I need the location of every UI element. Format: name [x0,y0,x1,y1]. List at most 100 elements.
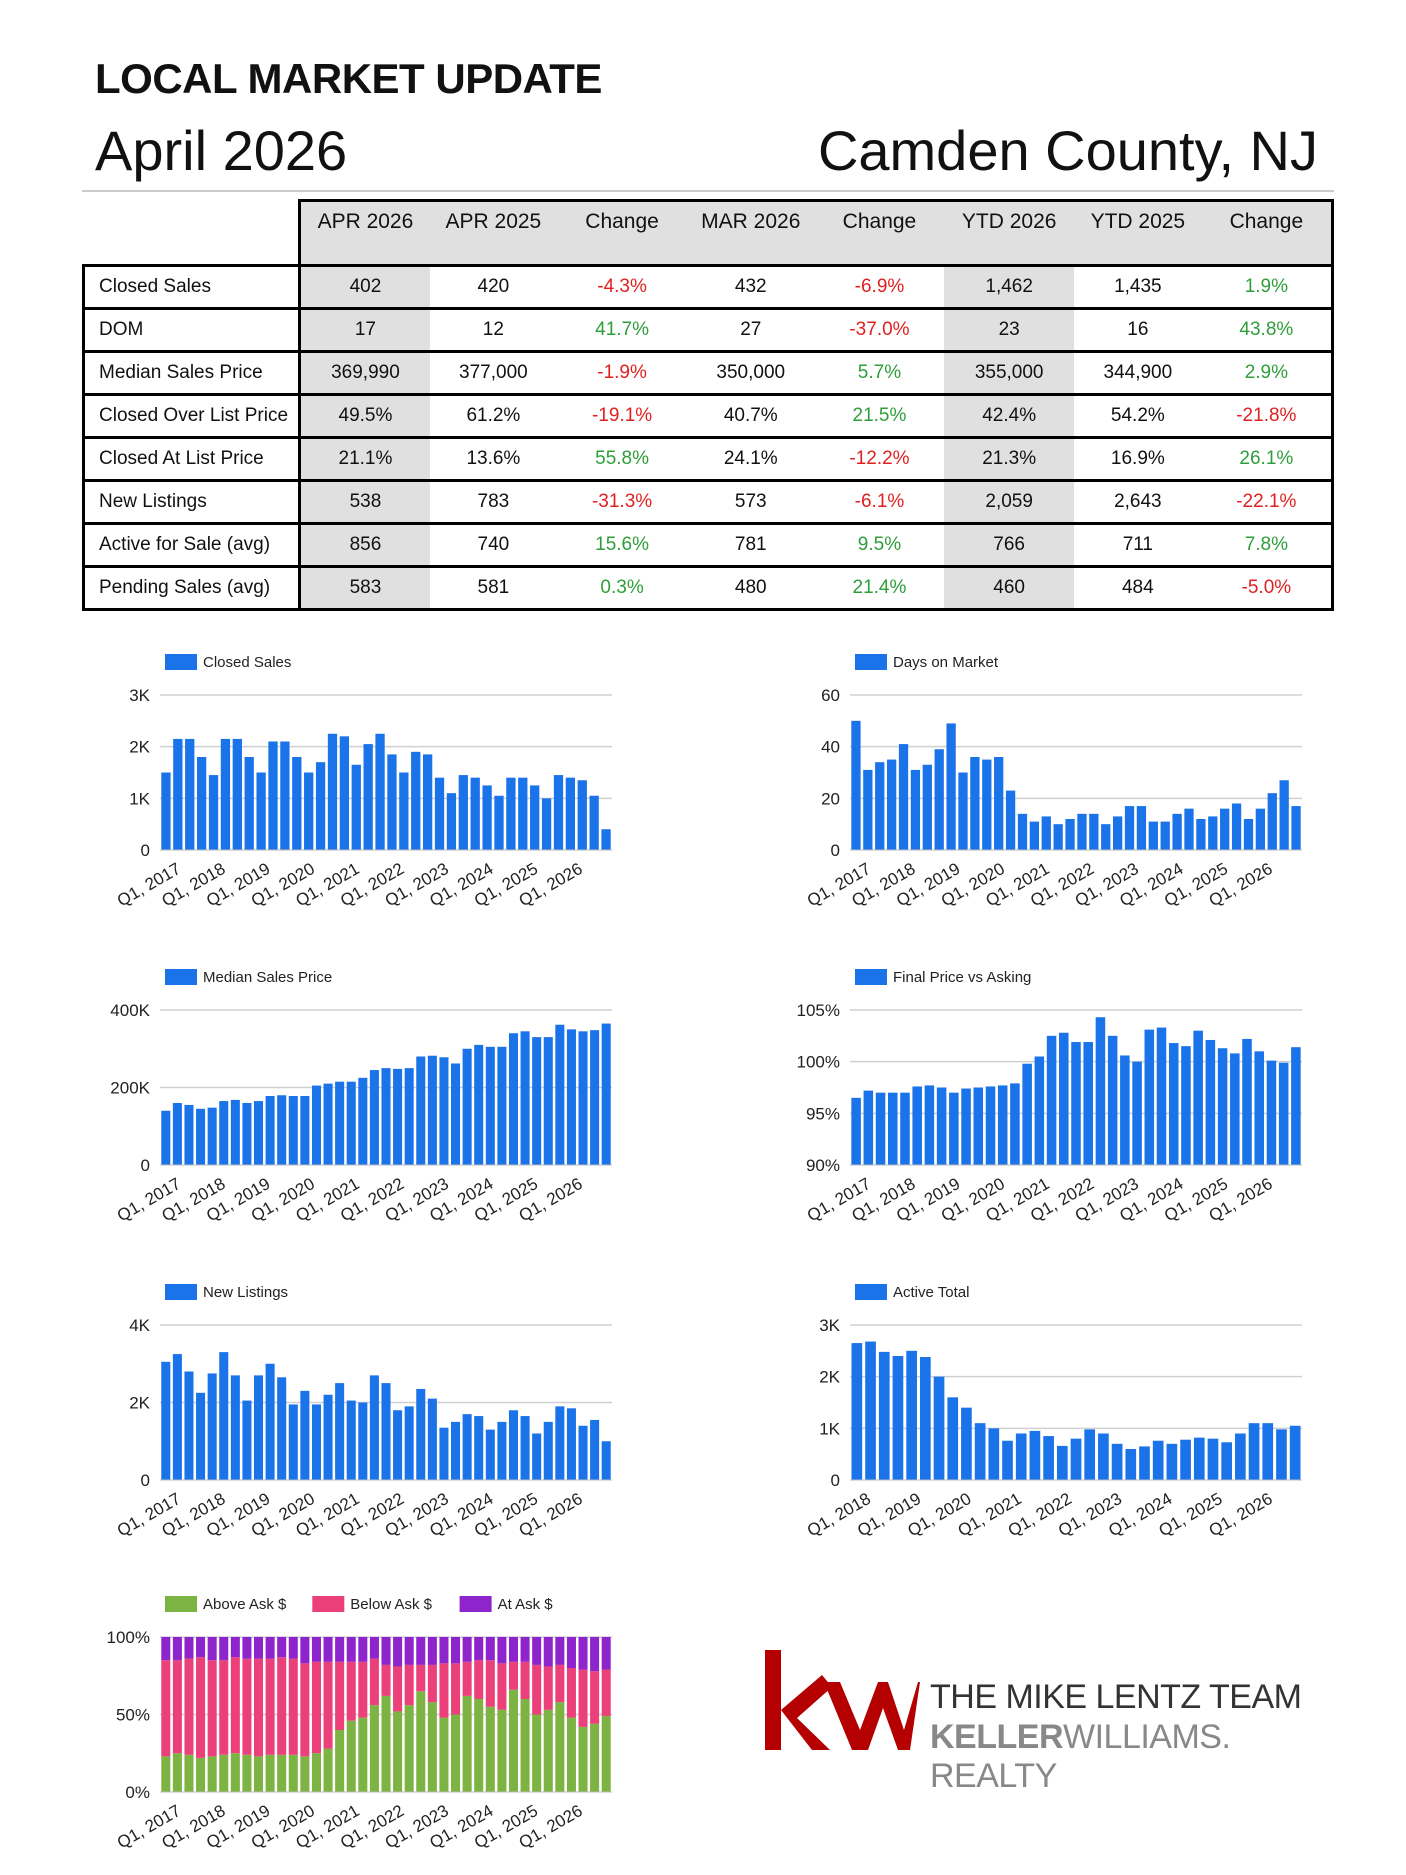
bar-segment [230,1753,240,1792]
table-row: Active for Sale (avg) 856 740 15.6% 781 9.5% 7… [81,523,1334,568]
bar [184,1371,194,1480]
bar-segment [207,1756,217,1792]
bar [555,1024,565,1165]
bar [555,1406,565,1480]
y-tick-label: 0 [141,1156,150,1175]
bar [1059,1032,1069,1165]
value-cell: 402 [299,265,430,310]
bar-segment [508,1637,519,1662]
bar [497,1421,507,1480]
bar [253,1375,264,1480]
bar-segment [242,1754,252,1792]
bar-segment [416,1691,426,1792]
legend-label: Closed Sales [203,654,291,671]
bar [566,1408,576,1480]
bar [220,738,231,850]
y-tick-label: 400K [110,1001,150,1020]
value-cell: 17 [299,308,430,353]
bar [1262,1423,1274,1480]
row-label: Closed At List Price [81,437,302,482]
bar-segment [277,1754,287,1792]
row-label: Median Sales Price [81,351,302,396]
value-cell: 40.7% [686,394,815,439]
brokerage-name-bold: KELLER [930,1718,1064,1756]
bar [961,1088,971,1165]
bar [1124,806,1135,850]
bar-segment [555,1702,565,1792]
bar-segment [590,1723,600,1792]
bar-segment [404,1637,414,1665]
bar [1166,1443,1178,1480]
bar [288,1404,298,1480]
bar [1083,1042,1093,1165]
bar-segment [230,1657,240,1754]
bar [219,1101,229,1165]
bar [292,757,302,850]
bar-segment [161,1637,171,1661]
bar [1136,806,1147,850]
table-row: Pending Sales (avg) 583 581 0.3% 480 21.4% 460… [81,566,1334,611]
bar [1065,819,1075,850]
bar [1181,1046,1191,1165]
change-cell: -19.1% [557,394,687,439]
bar [1098,1433,1109,1480]
bar-segment [172,1660,182,1754]
bar-segment [184,1658,194,1755]
kw-monogram-icon [765,1650,920,1750]
bar-segment [543,1709,553,1792]
bar-segment [462,1661,472,1696]
bar-segment [230,1637,240,1658]
bar [973,1087,984,1165]
bar [1243,819,1254,850]
bar-segment [207,1637,217,1661]
change-cell: 43.8% [1201,308,1334,353]
bar-segment [590,1637,600,1672]
brokerage-name: KELLERWILLIAMS. REALTY [930,1718,1320,1796]
table-row: New Listings 538 783 -31.3% 573 -6.1% 2,059 2,6… [81,480,1334,525]
value-cell: 350,000 [686,351,815,396]
bar [974,1423,986,1480]
y-tick-label: 2K [129,738,150,757]
bar [988,1428,1000,1480]
change-cell: -12.2% [814,437,945,482]
bar-segment [416,1637,426,1665]
bar [1022,1063,1032,1165]
bar [1089,813,1099,850]
bar-segment [242,1658,252,1755]
bar [1111,1443,1123,1480]
bar [393,1068,403,1165]
bar [242,1400,252,1480]
bar-segment [277,1637,287,1658]
bar [541,798,552,850]
bar [578,1031,588,1165]
bar [997,1085,1008,1165]
table-row: Closed At List Price 21.1% 13.6% 55.8% 24.1%… [81,437,1334,482]
bar [1291,1047,1301,1165]
bar [439,1057,449,1165]
bar-segment [253,1756,264,1792]
bar [1242,1038,1252,1165]
bar [961,1407,972,1480]
bar [1193,1437,1205,1480]
bar-segment [497,1637,507,1664]
bar [346,1400,356,1480]
bar [1112,816,1123,850]
bar [411,751,421,850]
value-cell: 781 [686,523,815,568]
bar [311,1085,321,1165]
bar-segment [288,1658,298,1755]
change-cell: 55.8% [557,437,687,482]
bar [358,1077,368,1165]
bar [1289,1425,1301,1480]
value-cell: 21.3% [944,437,1074,482]
bar [1041,816,1051,850]
bar [875,762,885,850]
column-header: Change [557,199,687,242]
legend-swatch [855,1284,887,1300]
legend-label: At Ask $ [498,1596,554,1613]
y-tick-label: 95% [806,1104,840,1123]
value-cell: 583 [299,566,430,611]
bar [1278,1062,1289,1165]
